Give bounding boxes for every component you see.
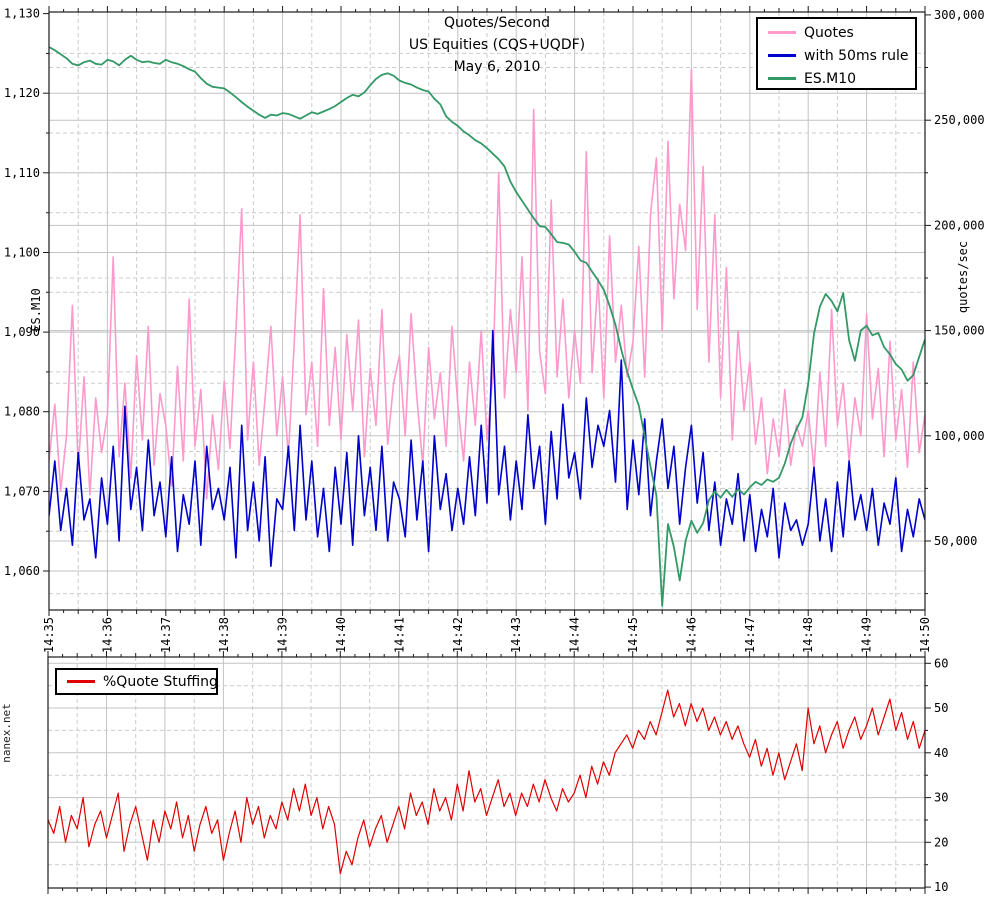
top-left-axis-title: ES.M10 [29, 288, 43, 331]
svg-text:1,120: 1,120 [4, 86, 40, 100]
chart-title: Quotes/Second US Equities (CQS+UQDF) May… [297, 12, 697, 78]
svg-text:14:50: 14:50 [918, 617, 932, 653]
legend-item-esm10: ES.M10 [758, 67, 915, 90]
svg-text:14:42: 14:42 [451, 617, 465, 653]
svg-text:14:43: 14:43 [509, 617, 523, 653]
title-line-1: Quotes/Second [443, 15, 551, 31]
svg-text:1,070: 1,070 [4, 484, 40, 498]
series-es-m10 [49, 46, 925, 607]
svg-text:14:35: 14:35 [42, 617, 56, 653]
svg-text:14:44: 14:44 [568, 617, 582, 653]
svg-text:100,000: 100,000 [934, 429, 985, 443]
legend-bottom: %Quote Stuffing [55, 668, 218, 695]
bottom-series [48, 689, 925, 875]
series-with-50ms-rule [49, 329, 925, 567]
top-right-axis-labels: 50,000 100,000 150,000 200,000 250,000 300,00… [934, 8, 985, 548]
svg-text:14:46: 14:46 [684, 617, 698, 653]
svg-text:10: 10 [934, 880, 948, 894]
svg-text:1,060: 1,060 [4, 564, 40, 578]
bottom-gridlines [48, 657, 925, 888]
x-axis-labels: 14:35 14:36 14:37 14:38 14:39 14:40 14:41 14:42… [42, 617, 932, 653]
rule-line-swatch [768, 54, 796, 57]
stuffing-line-swatch [67, 680, 95, 683]
svg-text:20: 20 [934, 835, 948, 849]
legend-label-esm10: ES.M10 [804, 70, 857, 87]
top-left-axis-labels: 1,060 1,070 1,080 1,090 1,100 1,110 1,120 1,130 [4, 7, 40, 578]
svg-text:14:41: 14:41 [392, 617, 406, 653]
svg-text:1,130: 1,130 [4, 7, 40, 21]
svg-text:14:48: 14:48 [801, 617, 815, 653]
svg-text:30: 30 [934, 791, 948, 805]
title-line-2: US Equities (CQS+UQDF) [408, 37, 586, 53]
svg-text:1,100: 1,100 [4, 246, 40, 260]
legend-label-50ms-rule: with 50ms rule [804, 47, 909, 64]
top-right-axis-title: quotes/sec [956, 241, 970, 313]
top-series [49, 46, 925, 607]
svg-text:14:36: 14:36 [100, 617, 114, 653]
svg-text:14:40: 14:40 [334, 617, 348, 653]
svg-text:250,000: 250,000 [934, 113, 985, 127]
svg-text:1,080: 1,080 [4, 405, 40, 419]
svg-text:200,000: 200,000 [934, 218, 985, 232]
svg-text:14:39: 14:39 [276, 617, 290, 653]
svg-text:300,000: 300,000 [934, 8, 985, 22]
quotes-line-swatch [768, 31, 796, 34]
bottom-frame [47, 651, 931, 894]
svg-text:60: 60 [934, 656, 948, 670]
title-line-3: May 6, 2010 [453, 59, 541, 75]
series--quote-stuffing [48, 689, 925, 875]
legend-item-50ms-rule: with 50ms rule [758, 44, 915, 67]
legend-item-quote-stuffing: %Quote Stuffing [57, 670, 218, 693]
svg-text:1,090: 1,090 [4, 325, 40, 339]
svg-text:40: 40 [934, 746, 948, 760]
bottom-right-axis-labels: 10 20 30 40 50 60 [934, 656, 948, 894]
svg-text:150,000: 150,000 [934, 324, 985, 338]
svg-text:14:38: 14:38 [217, 617, 231, 653]
svg-text:14:49: 14:49 [860, 617, 874, 653]
legend-label-quotes: Quotes [804, 24, 854, 41]
svg-text:50,000: 50,000 [934, 534, 977, 548]
svg-text:1,110: 1,110 [4, 166, 40, 180]
legend-label-quote-stuffing: %Quote Stuffing [103, 673, 218, 690]
svg-text:14:37: 14:37 [159, 617, 173, 653]
esm10-line-swatch [768, 77, 796, 80]
watermark: nanex.net [0, 703, 13, 763]
series-quotes [49, 68, 925, 500]
svg-text:14:45: 14:45 [626, 617, 640, 653]
legend-top: Quotes with 50ms rule ES.M10 [756, 17, 917, 90]
top-frame [43, 6, 931, 616]
svg-text:50: 50 [934, 701, 948, 715]
legend-item-quotes: Quotes [758, 21, 915, 44]
svg-text:14:47: 14:47 [743, 617, 757, 653]
